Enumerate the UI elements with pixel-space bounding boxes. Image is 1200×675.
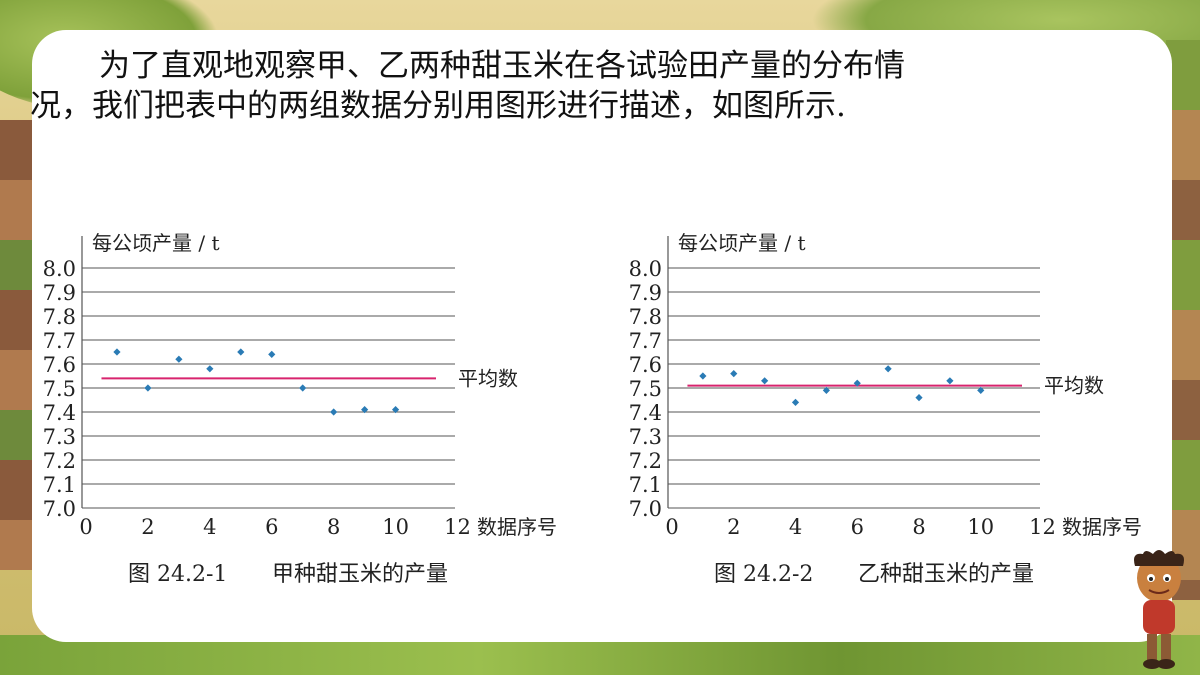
chart2-data-point <box>946 377 954 385</box>
chart2-x-tick-label: 8 <box>912 515 925 539</box>
chart1-x-tick-label: 12 <box>444 515 471 539</box>
chart2-y-axis-label: 每公顷产量 / t <box>678 231 806 255</box>
chart1-y-tick-label: 7.5 <box>43 377 76 401</box>
chart2-y-tick-label: 7.7 <box>629 329 662 353</box>
chart2-y-tick-label: 7.9 <box>629 281 662 305</box>
chart1-y-tick-label: 8.0 <box>43 257 76 281</box>
chart1-data-point <box>330 408 338 416</box>
chart1-x-tick-label: 2 <box>141 515 154 539</box>
chart2-data-point <box>822 386 830 394</box>
chart1-data-point <box>175 355 183 363</box>
chart2-data-point <box>699 372 707 380</box>
chart2-x-tick-label: 0 <box>665 515 678 539</box>
chart1-data-point <box>391 406 400 414</box>
chart1-y-tick-label: 7.8 <box>43 305 76 329</box>
chart1-data-point <box>113 348 121 356</box>
chart1-data-point <box>299 384 307 392</box>
chart2-x-tick-label: 10 <box>967 515 994 539</box>
chart1-x-tick-label: 8 <box>327 515 340 539</box>
chart1-x-tick-label: 6 <box>265 515 278 539</box>
chart1-y-tick-label: 7.2 <box>43 449 76 473</box>
chart2-y-tick-label: 7.4 <box>629 401 662 425</box>
chart2-x-axis-label: 数据序号 <box>1062 515 1142 539</box>
chart2-caption-number: 图 24.2-2 <box>714 562 813 587</box>
chart2-data-point <box>884 365 892 373</box>
chart2-y-tick-label: 7.0 <box>629 497 662 521</box>
chart1-y-tick-label: 7.7 <box>43 329 76 353</box>
chart2-y-tick-label: 7.2 <box>629 449 662 473</box>
chart1-y-tick-label: 7.9 <box>43 281 76 305</box>
chart1-y-tick-label: 7.1 <box>43 473 76 497</box>
chart1-caption-title: 甲种甜玉米的产量 <box>272 562 448 587</box>
chart1-x-tick-label: 4 <box>203 515 216 539</box>
paragraph-line-2: 况，我们把表中的两组数据分别用图形进行描述，如图所示. <box>30 88 846 124</box>
chart2-data-point <box>761 377 769 385</box>
chart1-y-tick-label: 7.0 <box>43 497 76 521</box>
chart1-y-tick-label: 7.4 <box>43 401 76 425</box>
chart1-data-point <box>361 406 369 414</box>
chart2-data-point <box>977 386 985 394</box>
chart1-x-tick-label: 0 <box>79 515 92 539</box>
chart2-y-tick-label: 7.5 <box>629 377 662 401</box>
chart2-y-tick-label: 7.8 <box>629 305 662 329</box>
content-card <box>32 30 1172 642</box>
chart1-data-point <box>268 350 276 358</box>
chart2-x-tick-label: 2 <box>727 515 740 539</box>
chart2-data-point <box>791 398 800 406</box>
chart1-mean-label: 平均数 <box>458 366 518 390</box>
chart2-y-tick-label: 7.1 <box>629 473 662 497</box>
chart2-x-tick-label: 6 <box>851 515 864 539</box>
chart1-caption-number: 图 24.2-1 <box>128 562 227 587</box>
chart2-y-tick-label: 7.3 <box>629 425 662 449</box>
chart1-data-point <box>206 365 214 373</box>
chart2-mean-label: 平均数 <box>1044 374 1104 398</box>
chart1-x-tick-label: 10 <box>382 515 409 539</box>
chart2-caption-title: 乙种甜玉米的产量 <box>858 562 1034 587</box>
paragraph-line-1: 为了直观地观察甲、乙两种甜玉米在各试验田产量的分布情 <box>99 48 905 84</box>
chart1-data-point <box>237 348 245 356</box>
chart2-x-tick-label: 4 <box>789 515 802 539</box>
chart2-data-point <box>853 379 861 387</box>
chart1-y-axis-label: 每公顷产量 / t <box>92 231 220 255</box>
chart2-y-tick-label: 8.0 <box>629 257 662 281</box>
intro-paragraph: 为了直观地观察甲、乙两种甜玉米在各试验田产量的分布情 况，我们把表中的两组数据分… <box>30 46 1140 126</box>
chart2-data-point <box>915 394 923 402</box>
chart2-x-tick-label: 12 <box>1029 515 1056 539</box>
chart2-data-point <box>730 370 738 378</box>
chart1-data-point <box>144 384 152 392</box>
chart1-y-tick-label: 7.3 <box>43 425 76 449</box>
chart1-x-axis-label: 数据序号 <box>477 515 557 539</box>
chart2-y-tick-label: 7.6 <box>629 353 662 377</box>
mascot-character-icon <box>1134 550 1184 669</box>
chart1-y-tick-label: 7.6 <box>43 353 76 377</box>
